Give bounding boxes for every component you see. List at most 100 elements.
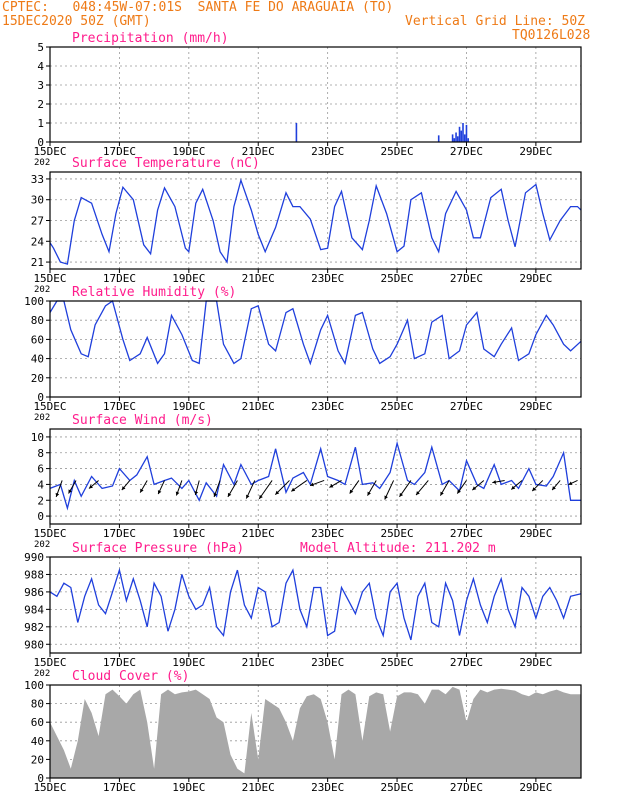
rh-year-label: 202 [34, 413, 50, 423]
precip-year-label: 202 [34, 158, 50, 168]
wind-arrow-head [259, 494, 263, 499]
wind-arrow-head [329, 484, 334, 488]
wind-xtick-label: 29DEC [519, 527, 552, 540]
pressure-xtick-label: 17DEC [103, 656, 136, 669]
pressure-xtick-label: 27DEC [450, 656, 483, 669]
wind-arrow-head [384, 495, 388, 500]
wind-ytick-label: 8 [37, 447, 44, 460]
cloud-ytick-label: 0 [37, 772, 44, 785]
cloud-xtick-label: 25DEC [380, 781, 413, 794]
wind-xtick-label: 21DEC [242, 527, 275, 540]
wind-arrow-head [399, 492, 404, 497]
pressure-frame [49, 556, 582, 654]
wind-arrow-head [246, 494, 250, 499]
rh-ytick-label: 80 [31, 314, 44, 327]
wind-arrow-head [457, 489, 461, 494]
cloud-ytick-label: 20 [31, 753, 44, 766]
precip-bar [451, 134, 454, 142]
precip-bar [456, 136, 459, 142]
rh-ytick-label: 0 [37, 391, 44, 404]
precip-bar [467, 138, 470, 142]
wind-xtick-label: 25DEC [380, 527, 413, 540]
precip-xtick-label: 27DEC [450, 145, 483, 158]
temp-ytick-label: 30 [31, 194, 44, 207]
model-altitude-label: Model Altitude: 211.202 m [300, 541, 496, 556]
temp-series-line [49, 178, 582, 265]
cloud-ytick-label: 60 [31, 716, 44, 729]
temp-xtick-label: 15DEC [33, 272, 66, 285]
wind-arrow-head [310, 482, 314, 487]
temp-year-label: 202 [34, 285, 50, 295]
precip-bar [455, 132, 457, 142]
precip-bar [460, 130, 463, 142]
rh-series-line [49, 299, 582, 366]
wind-arrow-head [194, 491, 199, 495]
pressure-xtick-label: 29DEC [519, 656, 552, 669]
rh-xtick-label: 25DEC [380, 400, 413, 413]
wind-ytick-label: 2 [37, 494, 44, 507]
wind-arrow-head [291, 487, 296, 492]
wind-series-line [49, 440, 581, 511]
wind-year-label: 202 [34, 540, 50, 550]
wind-title: Surface Wind (m/s) [72, 413, 213, 428]
precip-xtick-label: 23DEC [311, 145, 344, 158]
pressure-xtick-label: 19DEC [172, 656, 205, 669]
temp-ytick-label: 27 [31, 215, 44, 228]
cloud-ytick-label: 40 [31, 735, 44, 748]
rh-ytick-label: 100 [24, 295, 44, 308]
rh-xtick-label: 15DEC [33, 400, 66, 413]
cloud-ytick-label: 100 [24, 679, 44, 692]
cloud-xtick-label: 15DEC [33, 781, 66, 794]
precip-bar [465, 124, 468, 142]
rh-xtick-label: 17DEC [103, 400, 136, 413]
header-grid-note: Vertical Grid Line: 50Z [405, 14, 586, 29]
wind-arrow-head [440, 491, 444, 496]
wind-arrow-head [157, 490, 162, 495]
temp-xtick-label: 23DEC [311, 272, 344, 285]
wind-arrow-head [568, 481, 573, 485]
cloud-frame [49, 684, 582, 779]
precip-xtick-label: 19DEC [172, 145, 205, 158]
wind-arrow-head [140, 488, 144, 493]
wind-frame [49, 428, 582, 525]
pressure-ytick-label: 980 [24, 638, 44, 651]
cloud-xtick-label: 19DEC [172, 781, 205, 794]
temp-xtick-label: 27DEC [450, 272, 483, 285]
header-date: 15DEC2020 50Z (GMT) [2, 14, 151, 29]
precip-bar [463, 134, 466, 142]
temp-ytick-label: 33 [31, 173, 44, 186]
cloud-xtick-label: 29DEC [519, 781, 552, 794]
precip-title: Precipitation (mm/h) [72, 31, 229, 46]
precip-bar [453, 138, 456, 142]
precip-xtick-label: 21DEC [242, 145, 275, 158]
cloud-ytick-label: 80 [31, 698, 44, 711]
rh-frame [49, 300, 582, 398]
cloud-xtick-label: 17DEC [103, 781, 136, 794]
wind-xtick-label: 19DEC [172, 527, 205, 540]
precip-ytick-label: 2 [37, 98, 44, 111]
precip-bar [437, 135, 440, 142]
wind-arrow-head [175, 491, 180, 496]
pressure-ytick-label: 988 [24, 568, 44, 581]
rh-ytick-label: 60 [31, 333, 44, 346]
temp-xtick-label: 19DEC [172, 272, 205, 285]
pressure-ytick-label: 986 [24, 586, 44, 599]
cloud-cover-area [50, 686, 581, 778]
wind-xtick-label: 23DEC [311, 527, 344, 540]
rh-title: Relative Humidity (%) [72, 285, 236, 300]
rh-xtick-label: 23DEC [311, 400, 344, 413]
wind-arrow-head [367, 491, 371, 496]
wind-arrow-head [472, 486, 477, 491]
rh-xtick-label: 21DEC [242, 400, 275, 413]
wind-ytick-label: 0 [37, 510, 44, 523]
temp-ytick-label: 24 [31, 235, 45, 248]
pressure-ytick-label: 982 [24, 621, 44, 634]
temp-ytick-label: 21 [31, 256, 44, 269]
precip-xtick-label: 25DEC [380, 145, 413, 158]
wind-xtick-label: 17DEC [103, 527, 136, 540]
wind-arrow-head [416, 491, 420, 495]
precip-ytick-label: 1 [37, 117, 44, 130]
header-title: CPTEC: 048:45W-07:01S SANTA FE DO ARAGUA… [2, 0, 394, 15]
wind-arrow-head [55, 492, 60, 497]
wind-arrow-head [532, 487, 537, 492]
